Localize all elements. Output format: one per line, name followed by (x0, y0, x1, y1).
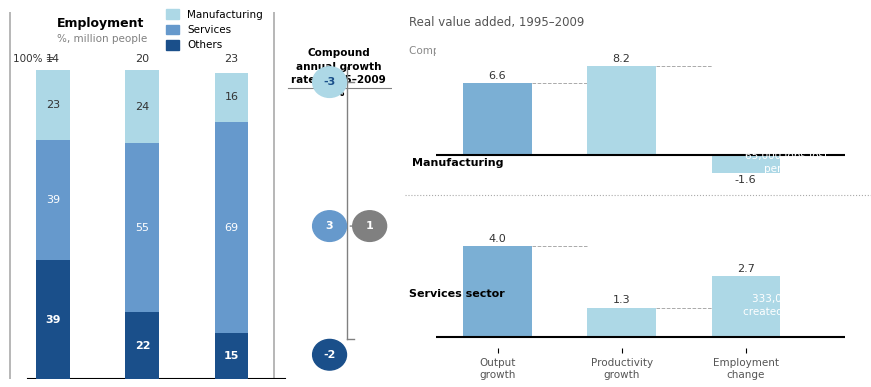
Bar (463, 247, 531, 337)
Text: 22: 22 (135, 341, 150, 351)
Text: Services sector: Services sector (409, 289, 505, 299)
Text: 20: 20 (135, 54, 150, 64)
Bar (712, 276, 780, 337)
Bar (214, 73, 248, 122)
Bar (125, 312, 159, 379)
Text: 100% =: 100% = (13, 54, 55, 64)
Text: 333,000 jobs
created per year: 333,000 jobs created per year (743, 294, 829, 317)
Bar (463, 84, 531, 155)
Text: 8.2: 8.2 (612, 54, 631, 64)
Text: 69: 69 (225, 223, 239, 233)
Text: 1: 1 (366, 221, 374, 231)
Text: 39: 39 (45, 315, 61, 325)
Text: -3: -3 (323, 77, 335, 87)
Text: 14: 14 (46, 54, 60, 64)
Text: %, million people: %, million people (57, 34, 147, 44)
Text: Compound
annual growth
rate, 1995–2009
%: Compound annual growth rate, 1995–2009 % (291, 48, 386, 98)
Text: 16: 16 (225, 92, 239, 103)
Legend: Manufacturing, Services, Others: Manufacturing, Services, Others (162, 5, 267, 55)
Ellipse shape (313, 339, 347, 370)
Text: 2.7: 2.7 (737, 264, 754, 274)
Text: 6.6: 6.6 (489, 71, 506, 81)
Bar (587, 308, 656, 337)
Text: 4.0: 4.0 (489, 234, 506, 244)
Bar (37, 260, 71, 379)
Bar (587, 66, 656, 155)
Text: Real value added, 1995–2009: Real value added, 1995–2009 (409, 16, 584, 29)
Text: 39: 39 (46, 195, 60, 205)
Bar (214, 333, 248, 379)
Bar (214, 122, 248, 333)
Bar (10, 2, 274, 385)
Bar (37, 70, 71, 140)
Ellipse shape (313, 211, 347, 241)
Text: 65,000 jobs lost
per year: 65,000 jobs lost per year (745, 151, 827, 174)
Text: 23: 23 (46, 100, 60, 110)
Text: 55: 55 (135, 223, 150, 233)
Text: 15: 15 (224, 351, 240, 361)
Ellipse shape (353, 211, 387, 241)
Text: -2: -2 (323, 350, 335, 360)
Text: 24: 24 (135, 101, 150, 111)
Text: Manufacturing: Manufacturing (411, 158, 503, 168)
Text: 23: 23 (225, 54, 239, 64)
Ellipse shape (313, 67, 347, 98)
Text: 1.3: 1.3 (613, 295, 631, 305)
Bar (125, 143, 159, 312)
Text: 3: 3 (326, 221, 334, 231)
Text: -1.6: -1.6 (735, 175, 756, 185)
Bar (37, 140, 71, 260)
Bar (125, 70, 159, 143)
Bar (712, 155, 780, 173)
Text: Compound annual growth rate, %: Compound annual growth rate, % (409, 46, 585, 56)
Text: Employment: Employment (57, 17, 145, 30)
